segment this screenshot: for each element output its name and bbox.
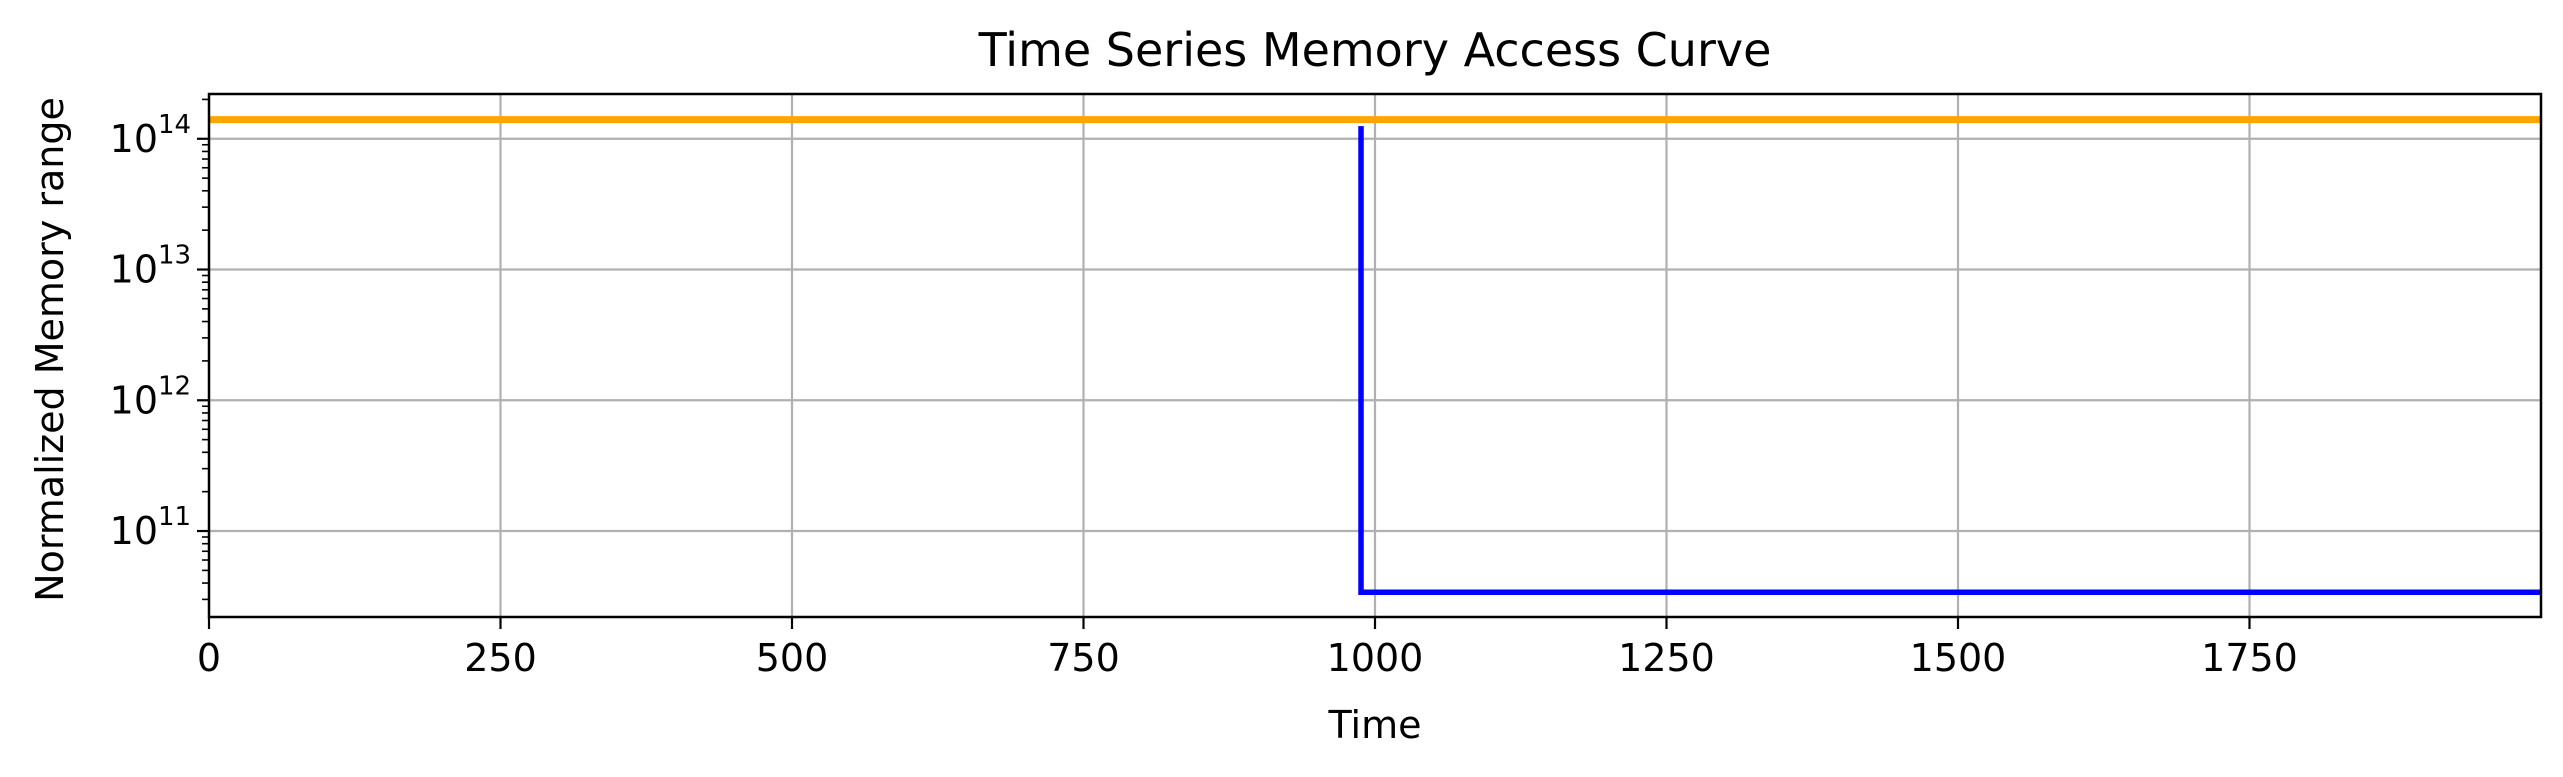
chart-title: Time Series Memory Access Curve <box>978 23 1772 77</box>
y-tick-label-base: 10 <box>110 378 158 422</box>
y-tick-label-exponent: 11 <box>158 502 191 532</box>
x-tick-label: 750 <box>1047 636 1120 680</box>
x-tick-label: 1000 <box>1327 636 1424 680</box>
y-tick-label-base: 10 <box>110 509 158 553</box>
x-tick-label: 0 <box>197 636 221 680</box>
y-tick-label-exponent: 12 <box>158 371 191 401</box>
grid-lines <box>209 94 2541 617</box>
y-tick-label-exponent: 13 <box>158 241 191 271</box>
x-axis-title: Time <box>1328 703 1422 747</box>
y-axis-title: Normalized Memory range <box>28 97 72 602</box>
series-lines <box>209 116 2541 596</box>
y-tick-label-exponent: 14 <box>158 110 191 140</box>
series-line-2 <box>1358 126 2541 596</box>
x-tick-label: 500 <box>756 636 829 680</box>
x-tick-label: 1750 <box>2201 636 2298 680</box>
x-tick-label: 1500 <box>1910 636 2007 680</box>
y-tick-label-base: 10 <box>110 117 158 161</box>
x-tick-label: 1250 <box>1618 636 1715 680</box>
y-tick-label-base: 10 <box>110 248 158 292</box>
x-tick-label: 250 <box>464 636 537 680</box>
